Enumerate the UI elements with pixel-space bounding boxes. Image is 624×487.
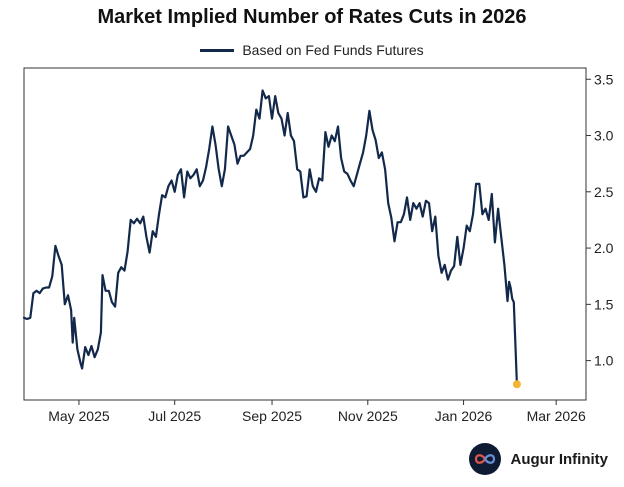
chart-title: Market Implied Number of Rates Cuts in 2… <box>97 6 527 28</box>
x-tick-label: Jan 2026 <box>435 408 493 424</box>
y-tick-label: 3.0 <box>594 128 614 144</box>
infinity-logo-icon <box>468 443 501 475</box>
y-tick-label: 1.0 <box>594 353 614 369</box>
series-line <box>22 89 519 386</box>
y-tick-label: 3.5 <box>594 71 614 87</box>
y-tick-label: 1.5 <box>594 296 614 312</box>
x-tick-label: Mar 2026 <box>527 408 586 424</box>
x-tick-label: Nov 2025 <box>338 408 398 424</box>
legend: Based on Fed Funds Futures <box>0 42 624 58</box>
legend-line-swatch <box>200 48 235 52</box>
y-tick-label: 2.5 <box>594 184 614 200</box>
y-tick-label: 2.0 <box>594 240 614 256</box>
legend-label: Based on Fed Funds Futures <box>242 42 424 58</box>
x-tick-label: May 2025 <box>48 408 110 424</box>
x-tick-label: Jul 2025 <box>148 408 201 424</box>
last-point-marker <box>512 380 521 389</box>
brand-logo: Augur Infinity <box>468 443 609 475</box>
plot-frame <box>23 67 587 401</box>
brand-name: Augur Infinity <box>510 450 609 468</box>
x-tick-label: Sep 2025 <box>242 408 302 424</box>
